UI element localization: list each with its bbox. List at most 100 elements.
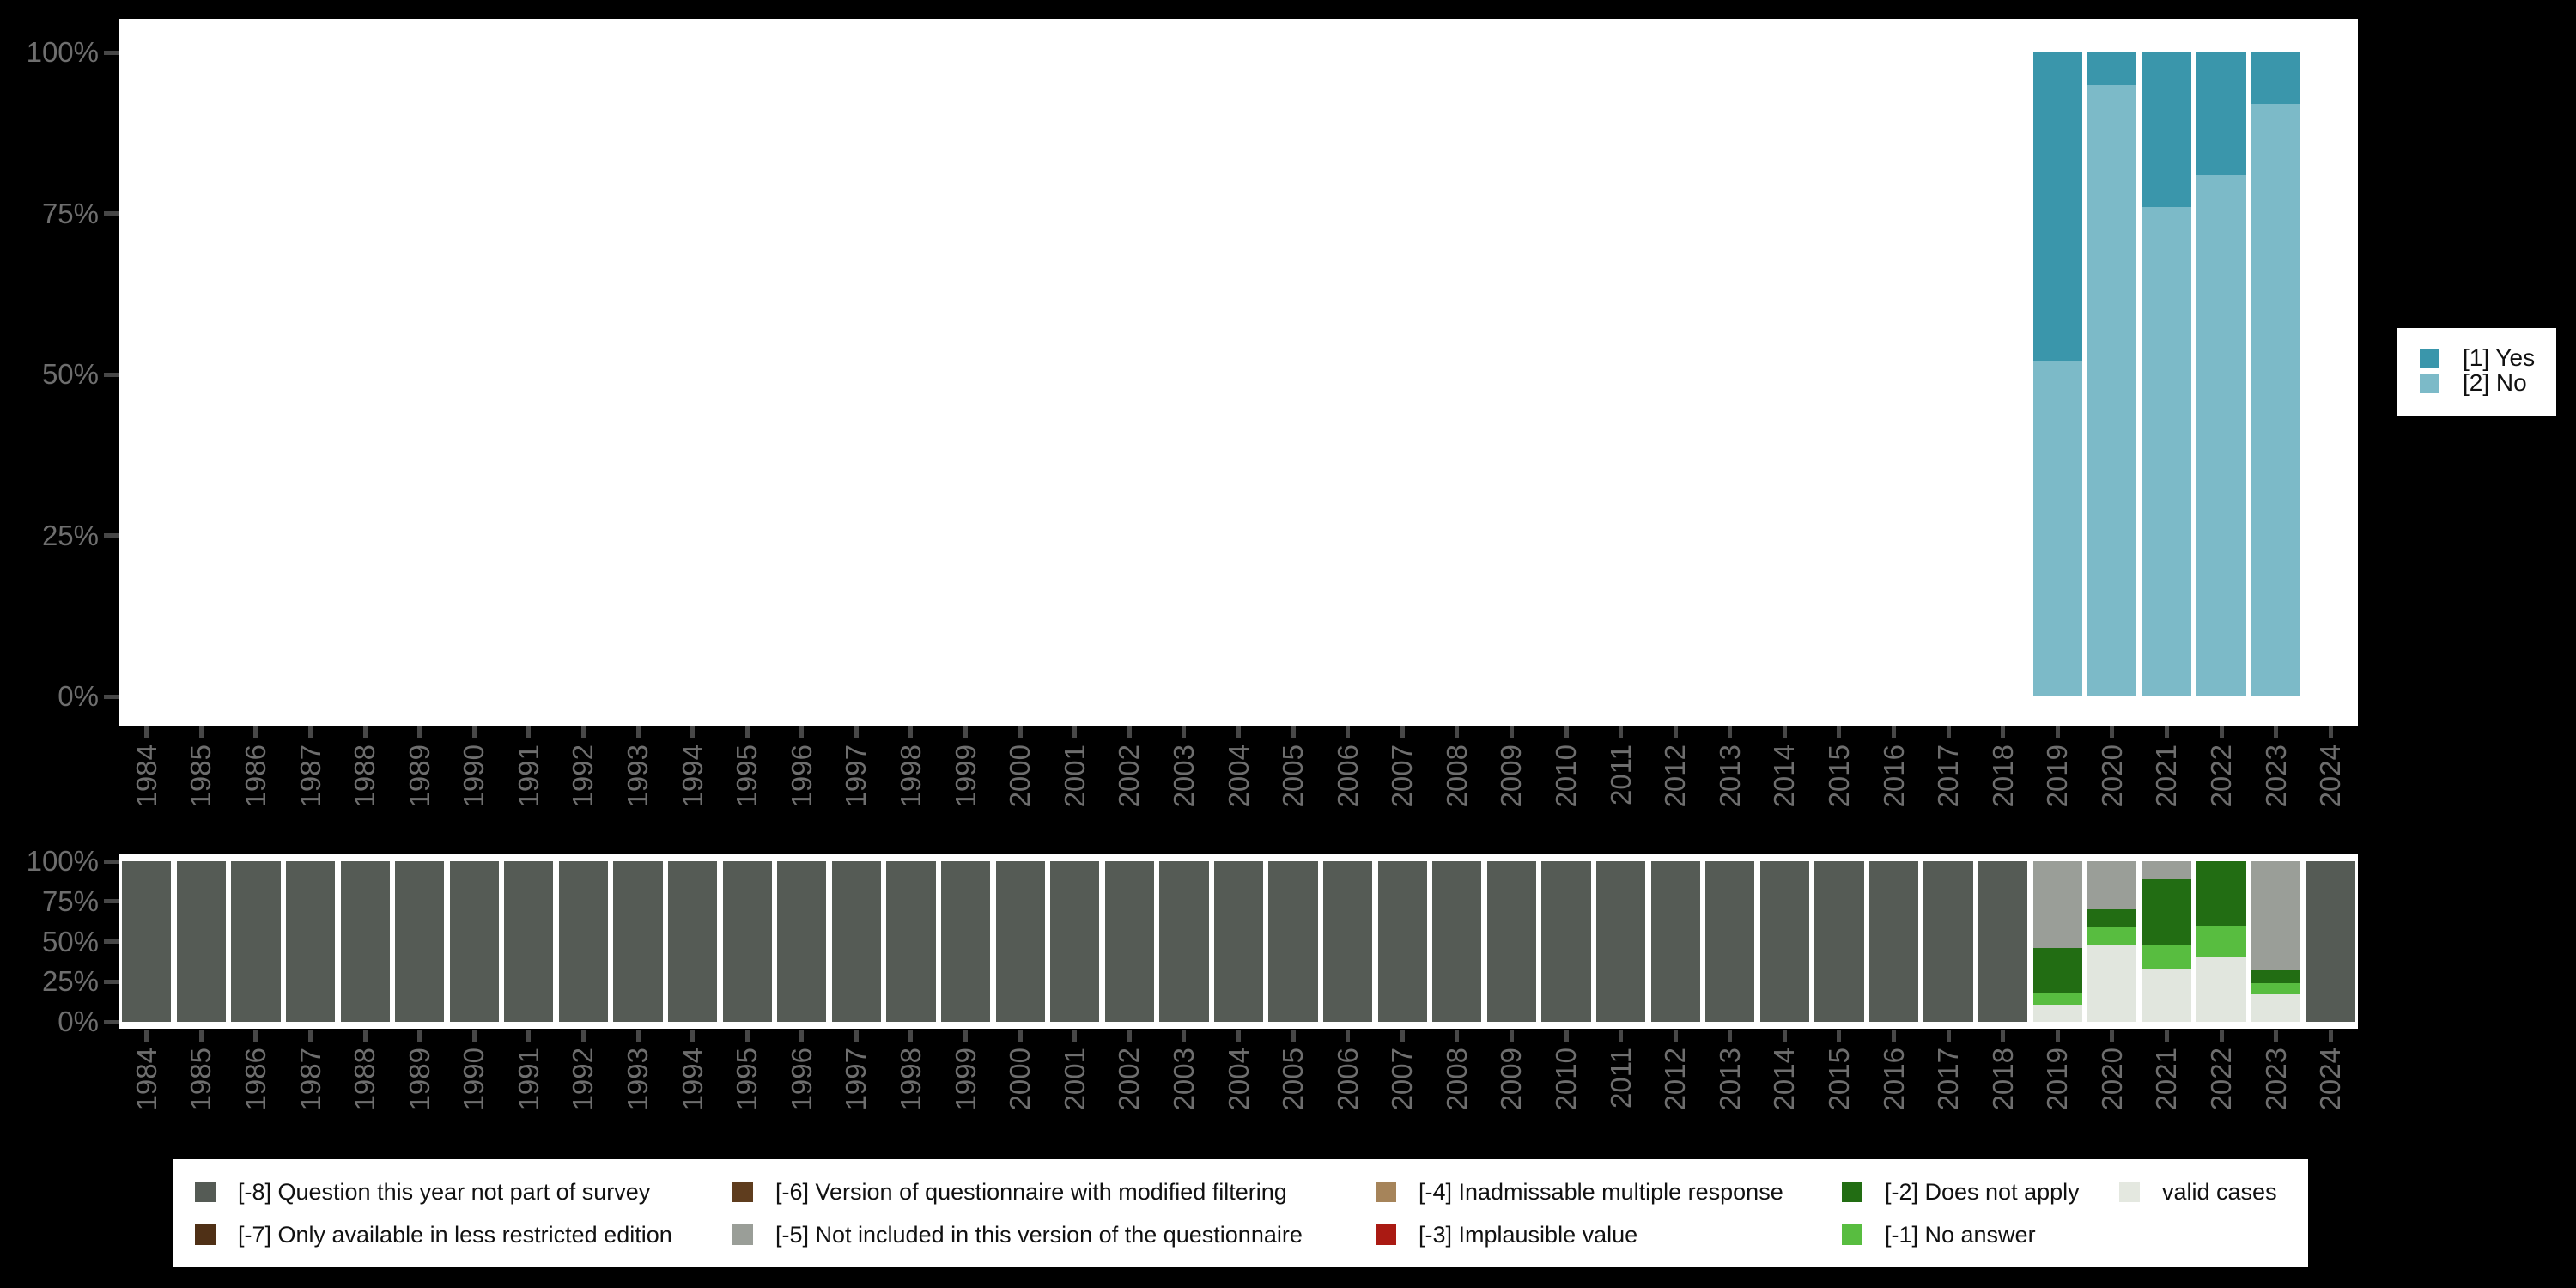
y-axis-tick-label: 0%: [58, 680, 99, 712]
x-axis-tick-label: 2001: [1058, 744, 1091, 808]
x-axis-tick-label: 1997: [840, 744, 872, 808]
bar-segment-2019-1-yes: [2032, 52, 2082, 361]
x-axis-tick: [1509, 726, 1514, 738]
legend-swatch-1-yes: [2420, 349, 2439, 368]
y-axis-tick: [104, 50, 119, 55]
x-axis-tick: [1072, 726, 1078, 738]
x-axis-tick-label: 2019: [2041, 744, 2074, 808]
x-axis-tick: [2110, 1030, 2115, 1042]
x-axis-tick-label: 2005: [1277, 744, 1309, 808]
x-axis-tick-label: 2014: [1768, 744, 1801, 808]
x-axis-tick: [1564, 1030, 1569, 1042]
x-axis-tick-label: 1996: [785, 1048, 817, 1111]
bar-segment-2022-1-yes: [2196, 52, 2246, 175]
x-axis-tick: [1182, 1030, 1187, 1042]
bar-segment-2023-1-yes: [2251, 52, 2301, 104]
x-axis-tick-label: 2002: [1113, 1048, 1145, 1111]
x-axis-tick: [963, 1030, 969, 1042]
y-axis-tick: [104, 899, 119, 904]
bar-segment-1989-8-question-this-year-not-part-of-survey: [395, 861, 445, 1022]
bar-segment-2022-1-no-answer: [2196, 925, 2246, 958]
bar-segment-2021-1-yes: [2142, 52, 2192, 207]
x-axis-tick-label: 2013: [1713, 1048, 1746, 1111]
x-axis-tick: [2274, 1030, 2279, 1042]
x-axis-tick-label: 2018: [1986, 1048, 2019, 1111]
legend-swatch-4-inadmissable-multiple-response: [1376, 1182, 1396, 1202]
y-axis-tick-label: 25%: [41, 519, 99, 551]
x-axis-tick-label: 2016: [1877, 744, 1910, 808]
x-axis-tick: [744, 1030, 750, 1042]
bar-segment-2001-8-question-this-year-not-part-of-survey: [1050, 861, 1100, 1022]
x-axis-tick: [144, 1030, 149, 1042]
bar-segment-2019-2-no: [2032, 361, 2082, 696]
x-axis-tick: [1782, 726, 1787, 738]
x-axis-tick: [1072, 1030, 1078, 1042]
x-axis-tick: [2001, 726, 2006, 738]
y-axis-tick-label: 75%: [41, 884, 99, 917]
x-axis-tick: [471, 726, 477, 738]
x-axis-tick-label: 1987: [294, 1048, 326, 1111]
legend-swatch-valid-cases: [2119, 1182, 2140, 1202]
x-axis-tick: [1509, 1030, 1514, 1042]
bar-segment-2021-1-no-answer: [2142, 945, 2192, 969]
y-axis-tick-label: 25%: [41, 965, 99, 998]
bar-segment-2020-1-yes: [2087, 52, 2137, 85]
bar-segment-2008-8-question-this-year-not-part-of-survey: [1432, 861, 1482, 1022]
bar-segment-2022-2-does-not-apply: [2196, 861, 2246, 926]
x-axis-tick: [1619, 726, 1624, 738]
x-axis-tick-label: 2009: [1495, 1048, 1528, 1111]
bar-segment-2022-2-no: [2196, 174, 2246, 696]
x-axis-tick-label: 1996: [785, 744, 817, 808]
x-axis-tick-label: 2016: [1877, 1048, 1910, 1111]
y-axis-tick: [104, 533, 119, 538]
x-axis-tick-label: 1992: [567, 1048, 599, 1111]
legend-label: [-3] Implausible value: [1419, 1222, 1638, 1248]
x-axis-tick-label: 2008: [1440, 744, 1473, 808]
x-axis-tick: [1837, 1030, 1842, 1042]
x-axis-tick: [1892, 1030, 1897, 1042]
x-axis-tick-label: 1985: [185, 744, 217, 808]
x-axis-tick-label: 1984: [130, 744, 162, 808]
x-axis-tick-label: 1991: [512, 1048, 544, 1111]
legend-swatch-5-not-included-in-this-version-of-the-questionnaire: [732, 1224, 753, 1245]
x-axis-tick-label: 2005: [1277, 1048, 1309, 1111]
bar-segment-1985-8-question-this-year-not-part-of-survey: [176, 861, 226, 1022]
bar-segment-1993-8-question-this-year-not-part-of-survey: [613, 861, 663, 1022]
x-axis-tick-label: 2007: [1386, 744, 1419, 808]
x-axis-tick-label: 2023: [2259, 1048, 2292, 1111]
x-axis-tick: [2164, 1030, 2169, 1042]
bar-segment-2014-8-question-this-year-not-part-of-survey: [1759, 861, 1809, 1022]
x-axis-tick: [1127, 726, 1132, 738]
x-axis-tick-label: 2024: [2314, 744, 2347, 808]
legend-label: valid cases: [2162, 1179, 2277, 1205]
x-axis-tick: [635, 1030, 641, 1042]
legend-swatch-6-version-of-questionnaire-with-modified-filtering: [732, 1182, 753, 1202]
x-axis-tick-label: 2021: [2150, 744, 2183, 808]
bar-segment-2021-2-does-not-apply: [2142, 878, 2192, 945]
x-axis-tick-label: 2000: [1004, 744, 1036, 808]
x-axis-tick: [253, 726, 258, 738]
bar-segment-1996-8-question-this-year-not-part-of-survey: [777, 861, 827, 1022]
x-axis-tick-label: 2020: [2095, 1048, 2128, 1111]
bar-segment-2021-2-no: [2142, 207, 2192, 696]
x-axis-tick-label: 1994: [676, 1048, 708, 1111]
x-axis-tick: [1564, 726, 1569, 738]
bar-segment-2003-8-question-this-year-not-part-of-survey: [1159, 861, 1209, 1022]
x-axis-tick: [1619, 1030, 1624, 1042]
bar-segment-1984-8-question-this-year-not-part-of-survey: [122, 861, 172, 1022]
x-axis-tick-label: 1998: [894, 1048, 927, 1111]
x-axis-tick-label: 2020: [2095, 744, 2128, 808]
x-axis-tick: [1455, 1030, 1460, 1042]
x-axis-tick-label: 2018: [1986, 744, 2019, 808]
x-axis-tick: [362, 1030, 368, 1042]
x-axis-tick: [1400, 1030, 1405, 1042]
x-axis-tick-label: 2024: [2314, 1048, 2347, 1111]
x-axis-tick: [471, 1030, 477, 1042]
x-axis-tick-label: 1994: [676, 744, 708, 808]
x-axis-tick: [1291, 726, 1296, 738]
bar-segment-2002-8-question-this-year-not-part-of-survey: [1104, 861, 1154, 1022]
x-axis-tick: [253, 1030, 258, 1042]
x-axis-tick: [308, 726, 313, 738]
x-axis-tick: [362, 726, 368, 738]
legend-swatch-1-no-answer: [1842, 1224, 1862, 1245]
